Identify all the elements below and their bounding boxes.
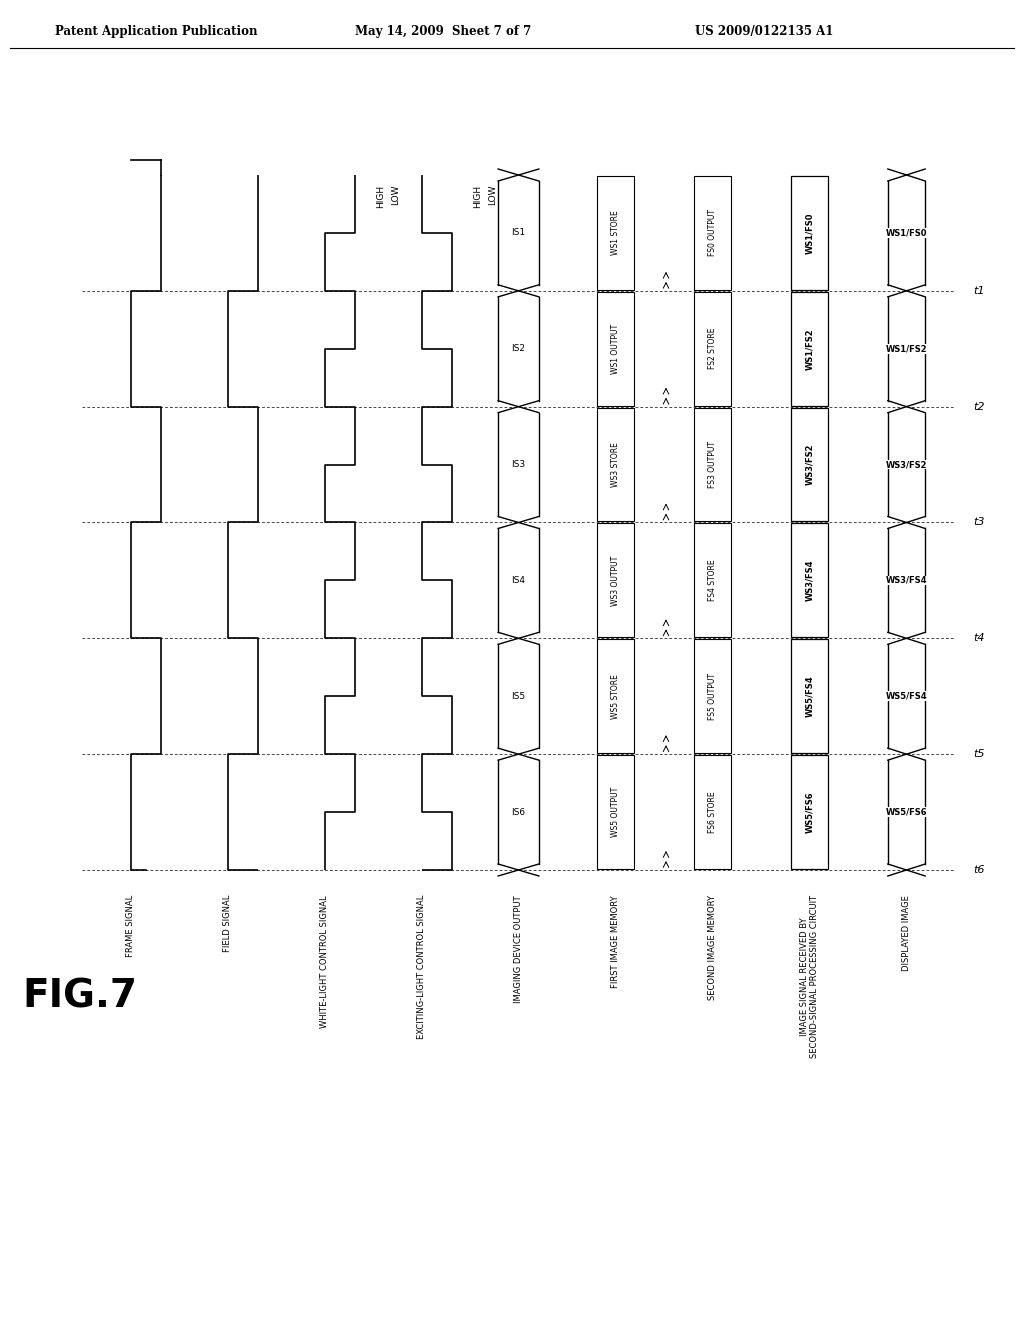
Bar [791, 755, 828, 869]
Text: WS5/FS6: WS5/FS6 [805, 791, 814, 833]
Text: IS3: IS3 [511, 461, 525, 469]
Bar [791, 408, 828, 521]
Text: WS3 STORE: WS3 STORE [611, 442, 620, 487]
Text: FS2 STORE: FS2 STORE [708, 327, 717, 370]
Text: SECOND IMAGE MEMORY: SECOND IMAGE MEMORY [708, 895, 717, 1001]
Text: May 14, 2009  Sheet 7 of 7: May 14, 2009 Sheet 7 of 7 [355, 25, 531, 38]
Text: FIELD SIGNAL: FIELD SIGNAL [223, 895, 232, 952]
Bar [694, 755, 731, 869]
Text: IS1: IS1 [511, 228, 525, 238]
Text: WS1/FS2: WS1/FS2 [886, 345, 928, 354]
Bar [694, 176, 731, 290]
Bar [791, 639, 828, 754]
Text: WS5/FS6: WS5/FS6 [886, 808, 928, 817]
Text: WS5/FS4: WS5/FS4 [805, 676, 814, 717]
Text: WS1 OUTPUT: WS1 OUTPUT [611, 323, 620, 374]
Bar [597, 176, 634, 290]
Text: WS5 OUTPUT: WS5 OUTPUT [611, 787, 620, 837]
Text: FS6 STORE: FS6 STORE [708, 791, 717, 833]
Bar [791, 524, 828, 638]
Text: IS2: IS2 [512, 345, 525, 354]
Text: LOW: LOW [391, 185, 400, 206]
Text: t4: t4 [973, 634, 984, 643]
Text: WHITE-LIGHT CONTROL SIGNAL: WHITE-LIGHT CONTROL SIGNAL [319, 895, 329, 1028]
Bar [597, 524, 634, 638]
Bar [694, 524, 731, 638]
Text: EXCITING-LIGHT CONTROL SIGNAL: EXCITING-LIGHT CONTROL SIGNAL [417, 895, 426, 1039]
Text: LOW: LOW [488, 185, 497, 206]
Text: US 2009/0122135 A1: US 2009/0122135 A1 [695, 25, 834, 38]
Text: IS6: IS6 [511, 808, 525, 817]
Text: Patent Application Publication: Patent Application Publication [55, 25, 257, 38]
Text: DISPLAYED IMAGE: DISPLAYED IMAGE [902, 895, 911, 972]
Text: IMAGE SIGNAL RECEIVED BY
SECOND-SIGNAL PROCESSING CIRCUIT: IMAGE SIGNAL RECEIVED BY SECOND-SIGNAL P… [800, 895, 819, 1059]
Text: HIGH: HIGH [376, 185, 385, 209]
Bar [597, 408, 634, 521]
Text: HIGH: HIGH [473, 185, 482, 209]
Text: FS5 OUTPUT: FS5 OUTPUT [708, 673, 717, 719]
Text: WS1/FS2: WS1/FS2 [805, 327, 814, 370]
Bar [597, 292, 634, 405]
Bar [694, 408, 731, 521]
Text: FIG.7: FIG.7 [22, 977, 137, 1015]
Text: t6: t6 [973, 865, 984, 875]
Text: FRAME SIGNAL: FRAME SIGNAL [126, 895, 135, 957]
Text: t1: t1 [973, 286, 984, 296]
Bar [791, 292, 828, 405]
Bar [597, 639, 634, 754]
Text: WS5 STORE: WS5 STORE [611, 673, 620, 718]
Bar [694, 639, 731, 754]
Text: FS0 OUTPUT: FS0 OUTPUT [708, 210, 717, 256]
Text: WS1/FS0: WS1/FS0 [805, 213, 814, 253]
Text: t3: t3 [973, 517, 984, 528]
Text: FS3 OUTPUT: FS3 OUTPUT [708, 441, 717, 488]
Bar [694, 292, 731, 405]
Text: WS3/FS2: WS3/FS2 [805, 444, 814, 486]
Text: IMAGING DEVICE OUTPUT: IMAGING DEVICE OUTPUT [514, 895, 523, 1003]
Text: FS4 STORE: FS4 STORE [708, 560, 717, 601]
Text: WS3 OUTPUT: WS3 OUTPUT [611, 556, 620, 606]
Text: WS3/FS4: WS3/FS4 [886, 576, 928, 585]
Bar [597, 755, 634, 869]
Text: WS1/FS0: WS1/FS0 [886, 228, 928, 238]
Text: WS3/FS2: WS3/FS2 [886, 461, 928, 469]
Text: FIRST IMAGE MEMORY: FIRST IMAGE MEMORY [611, 895, 620, 987]
Text: t2: t2 [973, 401, 984, 412]
Text: WS1 STORE: WS1 STORE [611, 211, 620, 255]
Bar [791, 176, 828, 290]
Text: IS5: IS5 [511, 692, 525, 701]
Text: WS3/FS4: WS3/FS4 [805, 560, 814, 601]
Text: t5: t5 [973, 750, 984, 759]
Text: WS5/FS4: WS5/FS4 [886, 692, 928, 701]
Text: IS4: IS4 [512, 576, 525, 585]
